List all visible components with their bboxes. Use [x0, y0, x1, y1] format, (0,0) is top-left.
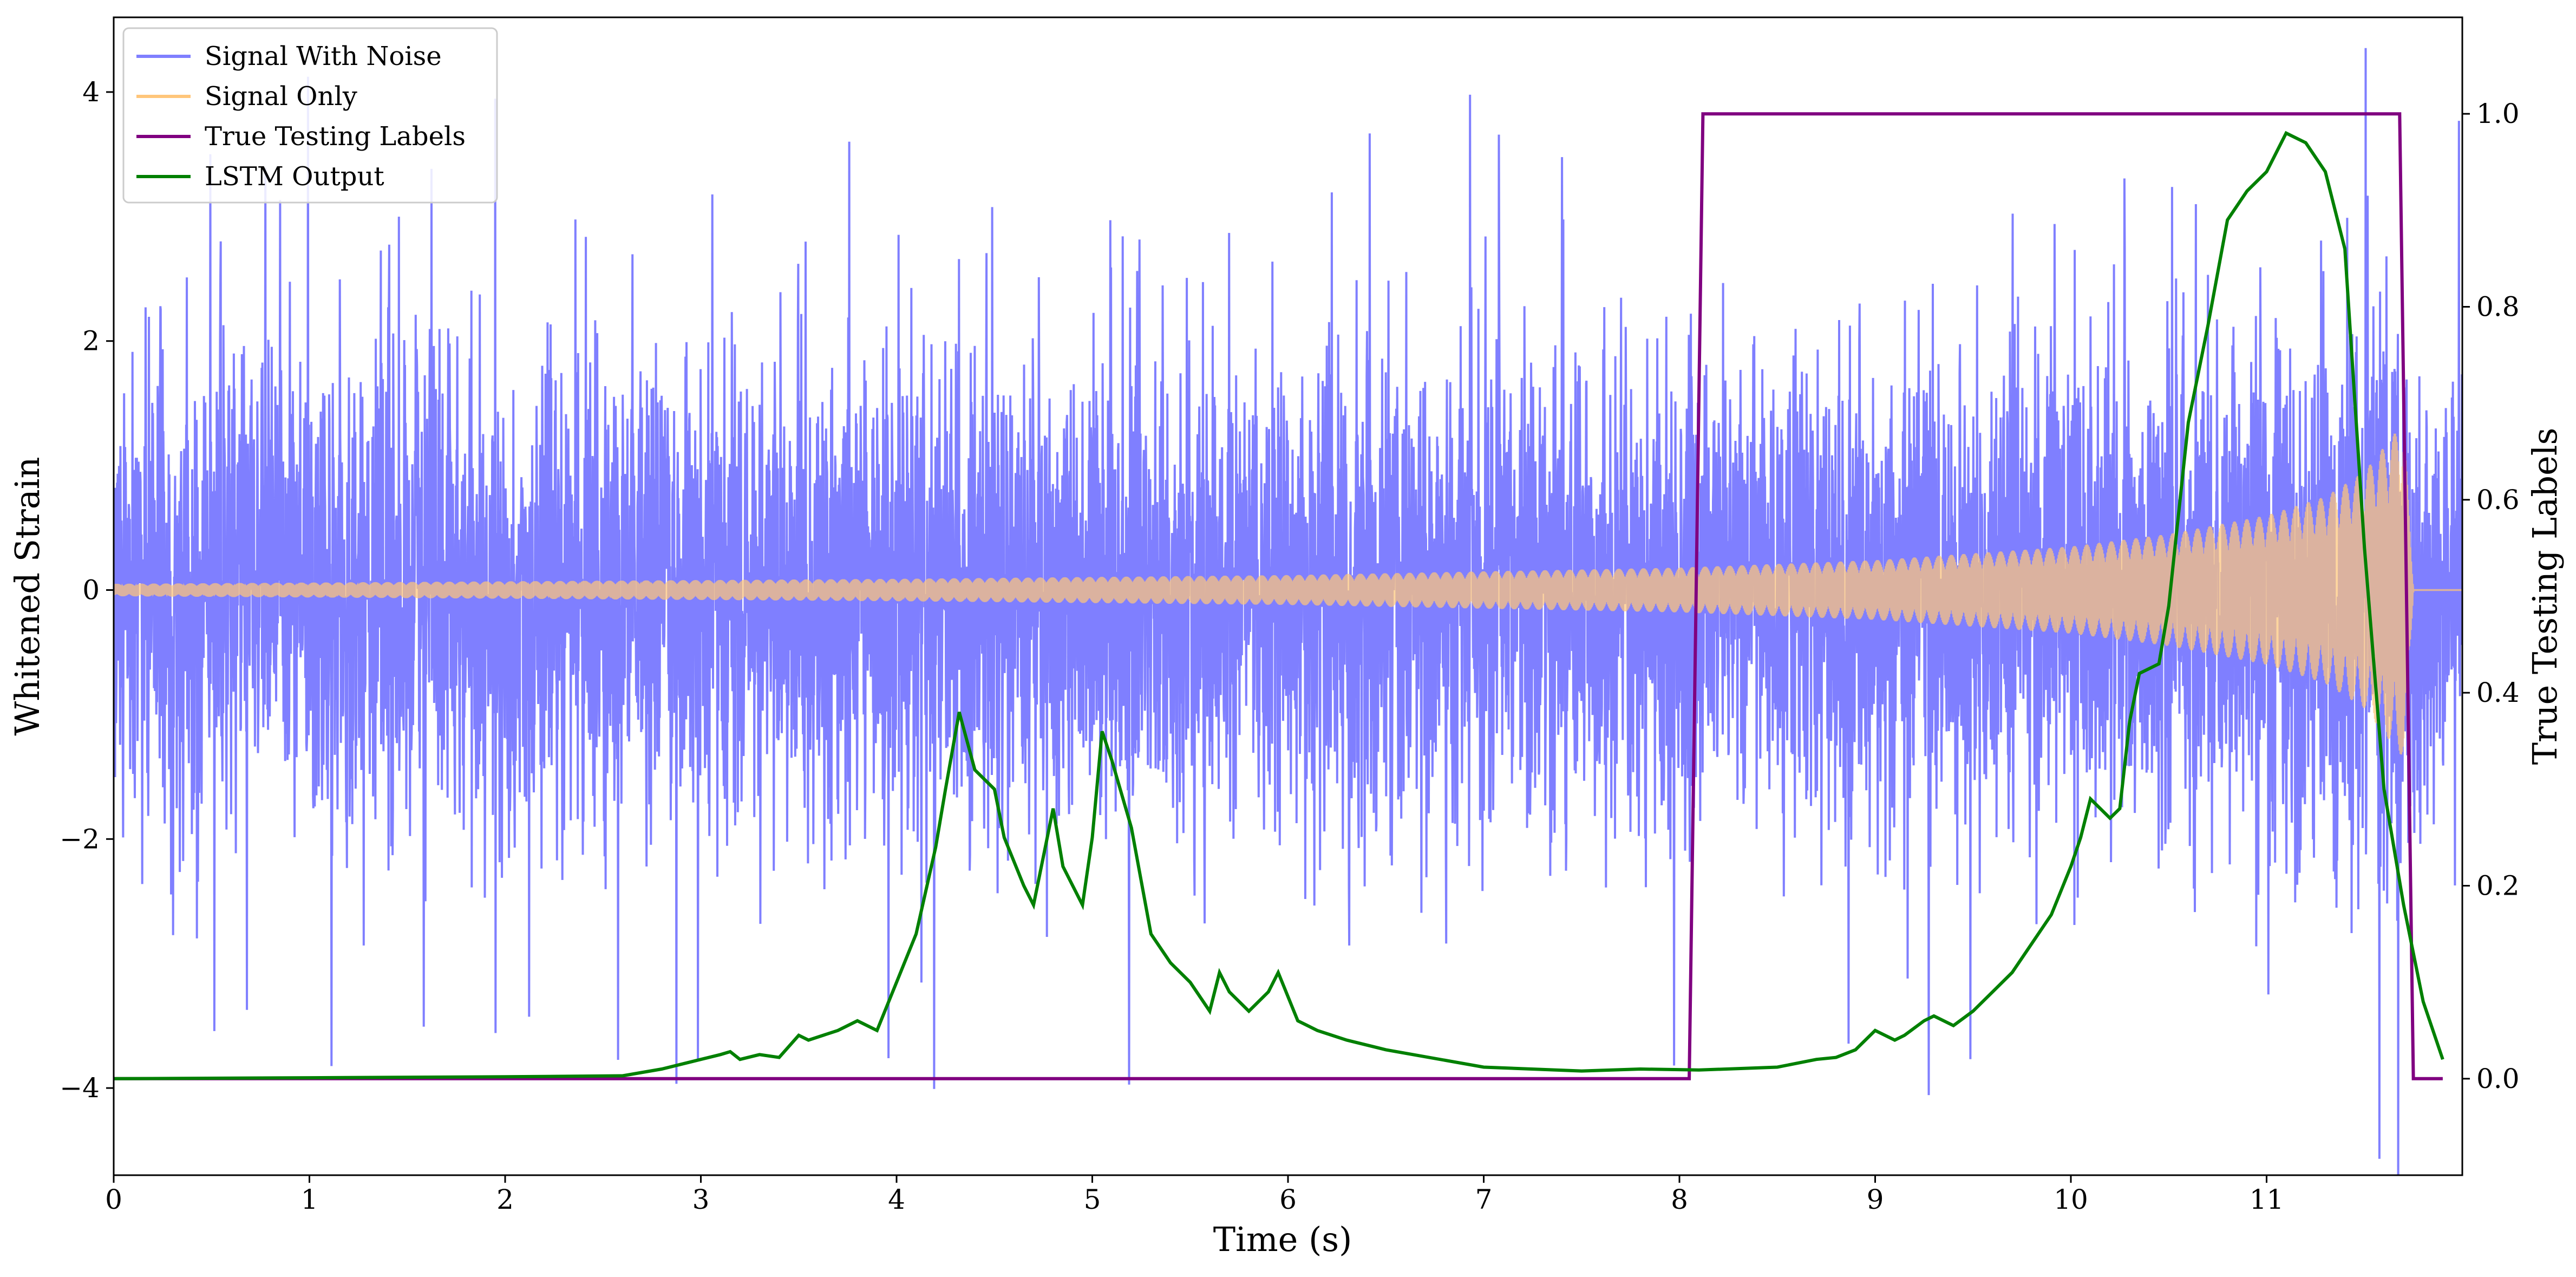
y-tick-label-left: −2: [60, 823, 100, 855]
series-layer: [114, 48, 2462, 1175]
x-tick-label: 6: [1279, 1184, 1297, 1215]
y-tick-label-right: 0.8: [2476, 291, 2520, 323]
x-tick-label: 10: [2054, 1184, 2088, 1215]
y-tick-label-right: 0.2: [2476, 870, 2520, 902]
legend-label: Signal With Noise: [205, 41, 442, 71]
y-axis-title-right: True Testing Labels: [2525, 428, 2565, 765]
y-tick-label-left: 0: [82, 575, 100, 606]
x-tick-label: 3: [692, 1184, 710, 1215]
legend-label: Signal Only: [205, 81, 357, 112]
axes-layer: 0 1 2 3 4 5 6 7 8 9 10 11 −4 −2 0 2 4 0.0 0.2 0.4 0.6 0.8 1.0: [60, 76, 2519, 1215]
x-axis-title: Time (s): [1213, 1220, 1352, 1259]
x-tick-label: 0: [105, 1184, 122, 1215]
series-lstm-output: [114, 131, 2444, 1080]
y-tick-label-left: 2: [82, 325, 100, 357]
series-signal-only: [114, 433, 2462, 755]
y-axis-title-left: Whitened Strain: [8, 457, 47, 736]
y-tick-label-left: 4: [82, 76, 100, 108]
legend: Signal With Noise Signal Only True Testing…: [122, 27, 498, 204]
legend-label: True Testing Labels: [205, 121, 466, 152]
x-tick-label: 2: [496, 1184, 514, 1215]
x-tick-label: 9: [1867, 1184, 1884, 1215]
x-tick-label: 1: [301, 1184, 318, 1215]
legend-label: LSTM Output: [205, 161, 384, 192]
y-tick-label-right: 1.0: [2476, 98, 2520, 129]
x-tick-label: 8: [1671, 1184, 1688, 1215]
x-tick-label: 5: [1084, 1184, 1101, 1215]
y-tick-label-right: 0.4: [2476, 677, 2520, 708]
series-true-testing-labels: [114, 112, 2443, 1080]
x-tick-label: 4: [888, 1184, 905, 1215]
y-tick-label-right: 0.6: [2476, 484, 2520, 516]
y-tick-label-right: 0.0: [2476, 1063, 2520, 1094]
y-tick-label-left: −4: [60, 1072, 100, 1104]
x-tick-label: 11: [2250, 1184, 2284, 1215]
legend-box: [122, 27, 498, 204]
x-tick-label: 7: [1475, 1184, 1493, 1215]
